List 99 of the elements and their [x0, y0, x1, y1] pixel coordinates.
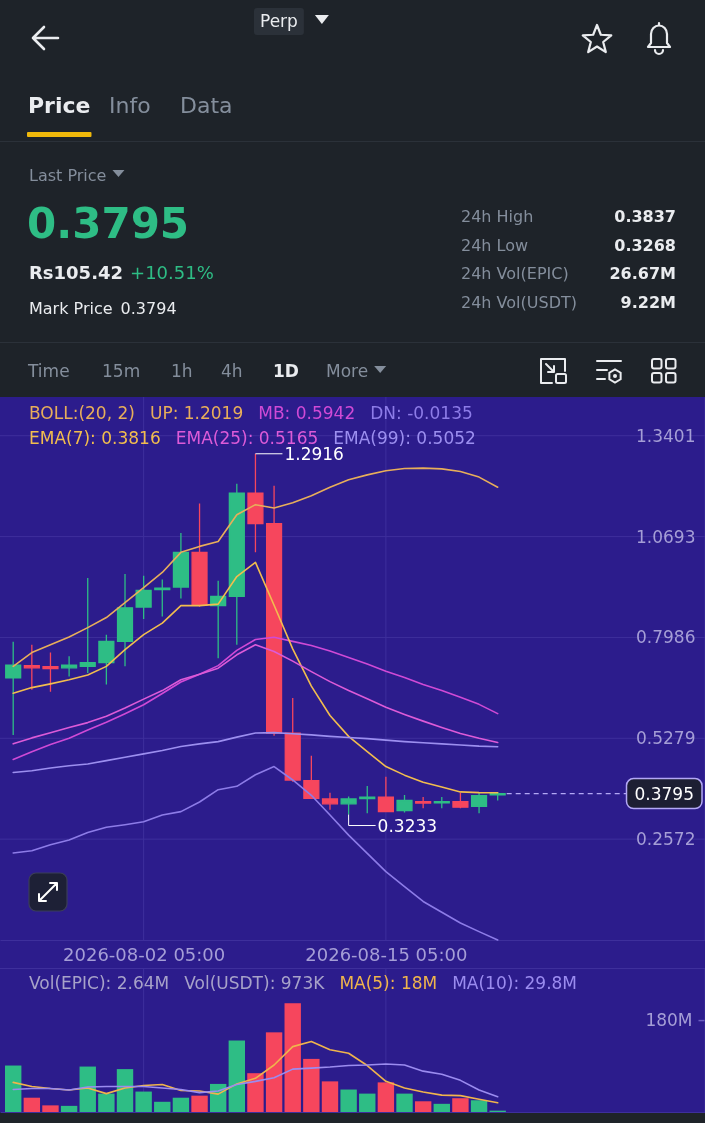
line-series: [12, 636, 499, 761]
text: 4h: [221, 361, 243, 381]
y-tick-label: 0.2572: [636, 829, 696, 850]
bar: [116, 1069, 134, 1112]
candlestick: [191, 502, 208, 608]
candlestick: [340, 795, 357, 816]
text: Time: [27, 361, 70, 381]
text: Perp: [260, 11, 298, 31]
bar: [470, 1100, 488, 1112]
candlestick: [172, 532, 190, 600]
bar: [42, 1105, 59, 1112]
text: Data: [180, 93, 233, 118]
bar: [396, 1093, 413, 1112]
bar: [359, 1093, 376, 1112]
text: Info: [109, 93, 151, 118]
text: EMA(7): 0.3816: [29, 428, 161, 448]
candlestick: [228, 483, 245, 646]
text: 9.22M: [620, 293, 676, 312]
annotation: Vol(EPIC): 2.64M: [29, 973, 170, 993]
line-series: [12, 561, 499, 794]
annotation: 0.3233: [377, 815, 438, 836]
candlestick: [116, 573, 134, 668]
text: 0.3837: [614, 207, 676, 226]
candlestick: [433, 796, 450, 809]
bar: [284, 1003, 301, 1112]
bar: [79, 1066, 96, 1112]
bar: [135, 1091, 152, 1112]
text: 24h Low: [461, 236, 529, 255]
text: More: [326, 361, 369, 381]
bar: [154, 1101, 171, 1112]
text: 24h Vol(EPIC): [461, 264, 569, 283]
text: 26.67M: [609, 264, 676, 283]
bar: [303, 1058, 320, 1112]
text: 0.3795: [27, 199, 190, 248]
bar: [452, 1098, 469, 1112]
text: 1D: [273, 361, 299, 381]
candlestick: [284, 697, 301, 783]
x-tick-label: 2026-08-15 05:00: [305, 943, 468, 965]
candlestick: [23, 644, 40, 691]
line-series: [12, 765, 499, 941]
text: +10.51%: [130, 262, 214, 283]
candlestick: [470, 792, 488, 814]
text: MA(10): 29.8M: [452, 973, 578, 993]
text: 0.3794: [120, 299, 177, 318]
annotation: Vol(USDT): 973K: [184, 973, 326, 993]
text: 15m: [102, 361, 141, 381]
y-tick-label: 1.0693: [636, 526, 696, 547]
candlestick: [452, 792, 469, 809]
text: Last Price: [29, 166, 107, 185]
bar: [265, 1032, 283, 1112]
text: Mark Price: [29, 299, 113, 318]
line-series: [12, 467, 499, 668]
text: 24h High: [461, 207, 534, 226]
y-tick-label: 0.5279: [636, 728, 696, 749]
y-tick-label: 1.3401: [636, 425, 696, 446]
text: DN: -0.0135: [370, 403, 473, 423]
candlestick: [359, 785, 376, 814]
y-tick-label: 180M: [645, 1010, 693, 1031]
candlestick: [154, 578, 171, 618]
bar: [377, 1082, 395, 1112]
bar: [5, 1065, 22, 1112]
bar: [98, 1093, 115, 1112]
x-tick-label: 2026-08-02 05:00: [63, 943, 226, 965]
text: Price: [28, 93, 91, 118]
bar: [23, 1097, 41, 1112]
candlestick: [98, 634, 115, 686]
candlestick: [265, 485, 283, 737]
line-series: [12, 731, 499, 774]
bar: [172, 1097, 190, 1112]
bar: [414, 1101, 432, 1112]
candlestick: [61, 655, 78, 678]
candlestick: [396, 794, 413, 814]
candlestick: [415, 796, 432, 809]
text: Rs105.42: [29, 262, 124, 283]
bar: [321, 1081, 339, 1112]
candlestick: [321, 792, 339, 811]
bar: [191, 1095, 208, 1112]
bar: [228, 1040, 246, 1112]
bar: [433, 1103, 450, 1112]
candlestick: [303, 755, 320, 800]
candlestick: [377, 775, 394, 813]
text: 0.3268: [614, 236, 676, 255]
candlestick: [79, 577, 96, 674]
bar: [247, 1073, 264, 1112]
bar: [340, 1089, 357, 1112]
candlestick: [247, 453, 264, 554]
ref-line-label: 0.3795: [634, 783, 694, 804]
bar: [60, 1105, 78, 1112]
text: MA(5): 18M: [339, 973, 438, 993]
legend-title: BOLL:(20, 2): [29, 403, 135, 423]
text: MB: 0.5942: [258, 403, 356, 423]
text: UP: 1.2019: [149, 403, 244, 423]
y-tick-label: 0.7986: [636, 627, 696, 648]
text: 1h: [171, 361, 193, 381]
candlestick: [135, 575, 152, 620]
candlestick: [42, 651, 59, 693]
candlestick: [5, 641, 22, 736]
line-series: [12, 643, 499, 745]
text: 24h Vol(USDT): [461, 293, 577, 312]
